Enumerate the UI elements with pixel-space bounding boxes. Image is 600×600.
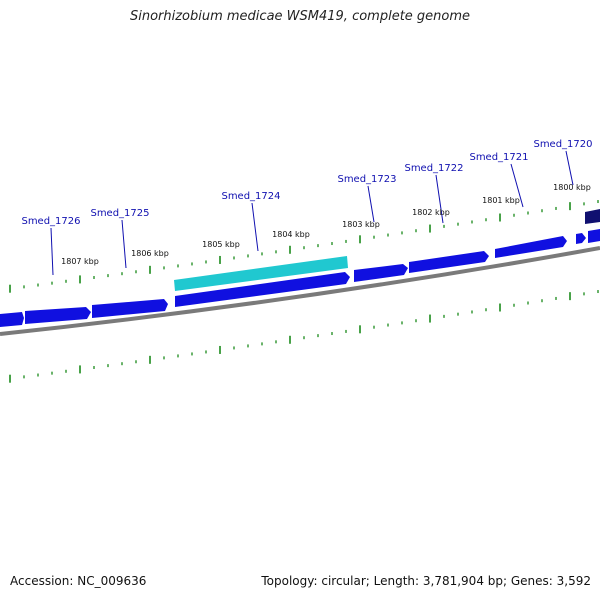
gene-labels: Smed_1720 Smed_1721 Smed_1722 Smed_1723 Smed… [21,139,593,276]
accession-text: Accession: NC_009636 [10,574,147,588]
gene-leader-line [121,219,127,269]
gene-arrow-highlighted[interactable] [174,256,348,291]
gene-leader-line [435,174,444,224]
gene-arrow[interactable] [576,233,586,244]
kbp-labels: 1800 kbp 1801 kbp 1802 kbp 1803 kbp 1804 kbp… [61,183,591,266]
kbp-label: 1803 kbp [342,220,380,229]
gene-arrow[interactable] [92,299,168,318]
gene-arrow[interactable] [175,272,350,307]
gene-arrow-dark[interactable] [585,209,600,224]
gene-arrow[interactable] [495,236,567,258]
gene-track [0,209,600,327]
scale-ticks-outer [9,200,599,293]
gene-label[interactable]: Smed_1720 [533,139,592,150]
gene-arrow[interactable] [409,251,489,273]
gene-leader-line [565,150,574,186]
kbp-label: 1806 kbp [131,249,169,258]
gene-leader-line [251,202,259,252]
gene-arrow[interactable] [588,229,600,243]
map-title: Sinorhizobium medicae WSM419, complete g… [129,9,471,24]
scale-ticks-inner [9,290,599,383]
kbp-label: 1800 kbp [553,183,591,192]
gene-arrow[interactable] [0,312,24,327]
gene-label[interactable]: Smed_1724 [221,191,280,202]
kbp-label: 1804 kbp [272,230,310,239]
gene-leader-line [510,163,524,208]
gene-label[interactable]: Smed_1721 [469,152,528,163]
gene-label[interactable]: Smed_1726 [21,216,80,227]
genome-backbone [0,246,600,336]
gene-label[interactable]: Smed_1722 [404,163,463,174]
gene-arrow[interactable] [354,264,408,282]
genome-summary: Topology: circular; Length: 3,781,904 bp… [261,574,591,588]
gene-label[interactable]: Smed_1723 [337,174,396,185]
kbp-label: 1801 kbp [482,196,520,205]
gene-leader-line [367,185,375,223]
kbp-label: 1805 kbp [202,240,240,249]
kbp-label: 1807 kbp [61,257,99,266]
kbp-label: 1802 kbp [412,208,450,217]
gene-leader-line [50,227,54,276]
gene-arrow[interactable] [25,307,91,324]
gene-label[interactable]: Smed_1725 [90,208,149,219]
